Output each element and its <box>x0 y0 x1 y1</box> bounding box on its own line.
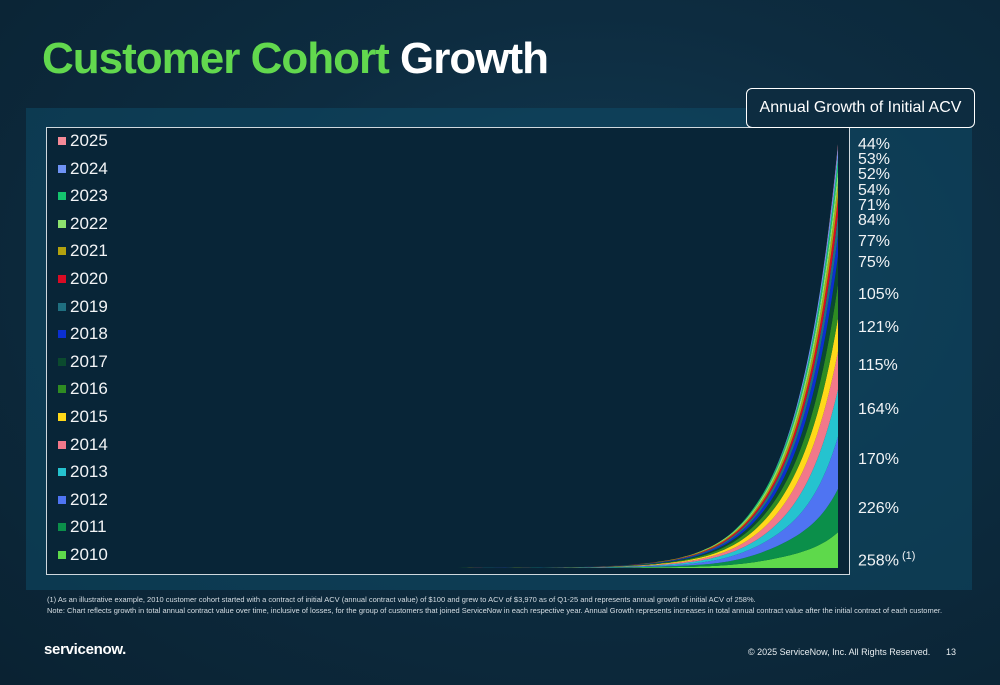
area-cohort-2016 <box>118 284 838 568</box>
legend-item-2018: 2018 <box>58 324 108 344</box>
legend-item-2020: 2020 <box>58 269 108 289</box>
chart-frame <box>46 127 850 575</box>
area-cohort-2015 <box>118 318 838 568</box>
legend-swatch-2019 <box>58 302 66 311</box>
area-cohort-2018 <box>118 234 838 568</box>
legend-swatch-2011 <box>58 523 66 532</box>
legend-swatch-2016 <box>58 385 66 394</box>
growth-label-2022: 52% <box>858 166 891 183</box>
area-cohort-2024 <box>118 147 838 568</box>
legend-label-2014: 2014 <box>70 434 108 454</box>
area-cohort-2022 <box>118 169 838 569</box>
legend-swatch-2023 <box>58 192 66 201</box>
legend-item-2024: 2024 <box>58 159 108 179</box>
legend-item-2021: 2021 <box>58 241 108 261</box>
legend-swatch-2014 <box>58 440 66 449</box>
servicenow-logo: servicenow. <box>44 641 127 658</box>
page-title: Customer Cohort Growth <box>42 34 549 84</box>
area-cohort-2021 <box>118 182 838 568</box>
legend-item-2013: 2013 <box>58 462 108 482</box>
legend-swatch-2010 <box>58 551 66 559</box>
legend-swatch-2015 <box>58 413 66 421</box>
legend-label-2020: 2020 <box>70 269 108 288</box>
legend-item-2010: 2010 <box>58 545 108 565</box>
growth-label-2010: 258% (1) <box>858 550 916 570</box>
growth-label-2017: 75% <box>858 254 891 271</box>
legend-item-2022: 2022 <box>58 214 108 234</box>
legend-label-2023: 2023 <box>70 186 108 206</box>
legend-label-2012: 2012 <box>70 489 108 509</box>
area-cohort-2011 <box>118 488 838 568</box>
area-cohort-2020 <box>118 198 838 568</box>
legend-label-2017: 2017 <box>70 351 108 371</box>
legend-swatch-2020 <box>58 275 66 283</box>
legend-swatch-2013 <box>58 468 66 477</box>
area-cohort-2025 <box>118 144 838 569</box>
legend-item-2011: 2011 <box>58 517 107 537</box>
growth-label-2016: 105% <box>858 286 899 303</box>
legend-item-2014: 2014 <box>58 435 108 455</box>
legend-label-2011: 2011 <box>70 517 107 537</box>
legend-label-2016: 2016 <box>70 379 108 399</box>
legend-label-2022: 2022 <box>70 213 108 233</box>
legend-label-2018: 2018 <box>70 324 108 344</box>
legend-item-2019: 2019 <box>58 297 108 317</box>
legend-label-2010: 2010 <box>70 545 108 564</box>
legend-label-2013: 2013 <box>70 462 108 482</box>
legend-swatch-2025 <box>58 137 66 145</box>
growth-label-2020: 71% <box>858 197 891 214</box>
area-cohort-2023 <box>118 157 838 568</box>
legend-item-2023: 2023 <box>58 186 108 206</box>
growth-label-2014: 115% <box>858 357 898 374</box>
legend-label-2019: 2019 <box>70 296 108 316</box>
legend-swatch-2022 <box>58 219 66 228</box>
annual-growth-header: Annual Growth of Initial ACV <box>746 88 975 128</box>
growth-label-2015: 121% <box>858 319 899 336</box>
growth-label-2019: 84% <box>858 212 891 229</box>
legend-label-2025: 2025 <box>70 131 108 150</box>
footnote: (1) As an illustrative example, 2010 cus… <box>47 594 947 616</box>
growth-label-2013: 164% <box>858 401 899 418</box>
area-cohort-2017 <box>118 256 838 568</box>
growth-label-2012: 170% <box>858 451 899 468</box>
legend-item-2016: 2016 <box>58 379 108 399</box>
growth-label-2024: 44% <box>858 136 891 153</box>
legend-swatch-2021 <box>58 247 66 256</box>
legend-swatch-2012 <box>58 495 66 504</box>
copyright-text: © 2025 ServiceNow, Inc. All Rights Reser… <box>748 647 931 657</box>
page-number: 13 <box>946 647 957 657</box>
area-cohort-2019 <box>118 215 838 568</box>
legend-label-2024: 2024 <box>70 158 108 178</box>
growth-label-2018: 77% <box>858 233 891 250</box>
legend-item-2012: 2012 <box>58 490 108 510</box>
legend-label-2021: 2021 <box>70 241 108 261</box>
legend-swatch-2018 <box>58 330 66 339</box>
growth-label-2011: 226% <box>858 500 899 517</box>
growth-label-2023: 53% <box>858 151 891 168</box>
legend-swatch-2017 <box>58 357 66 366</box>
legend-swatch-2024 <box>58 164 66 173</box>
legend-label-2015: 2015 <box>70 407 108 426</box>
legend-item-2017: 2017 <box>58 352 108 372</box>
title-part-customer-cohort: Customer Cohort <box>42 34 390 83</box>
footnote-marker: (1) <box>898 550 916 562</box>
growth-label-2021: 54% <box>858 182 891 199</box>
footnote-line-2: Note: Chart reflects growth in total ann… <box>47 606 943 615</box>
area-cohort-2010 <box>118 532 838 568</box>
title-part-growth: Growth <box>400 34 549 83</box>
footnote-line-1: (1) As an illustrative example, 2010 cus… <box>47 595 756 604</box>
legend-item-2015: 2015 <box>58 407 108 427</box>
legend-item-2025: 2025 <box>58 131 108 151</box>
